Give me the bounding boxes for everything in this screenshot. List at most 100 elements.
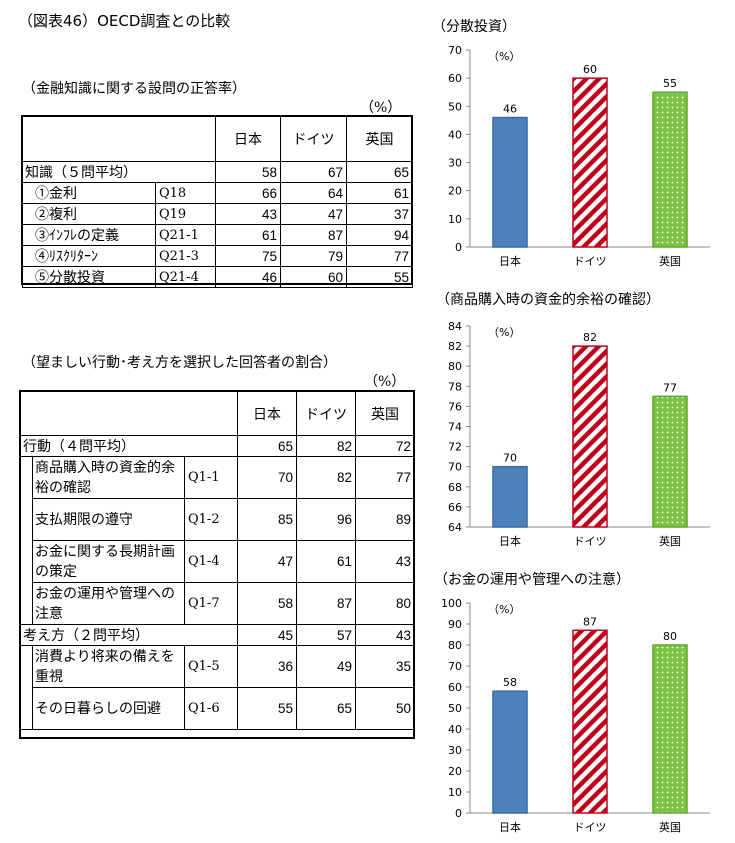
table-row: 支払期限の遵守 Q1-2 85 96 89 [20,498,416,541]
y-tick-label: 50 [448,100,462,113]
row-label: ④ﾘｽｸﾘﾀｰﾝ [22,245,156,267]
y-tick-label: 84 [448,320,462,333]
table-row: その日暮らしの回避 Q1-6 55 65 50 [20,687,416,730]
table1-summary-row: 知識（５問平均） 58 67 65 [22,161,413,183]
table-cell: 35 [355,645,416,688]
y-tick-label: 40 [448,128,462,141]
table1-unit: （%） [360,100,402,116]
y-tick-label: 74 [448,421,462,434]
knowledge-table: 日本 ドイツ 英国 知識（５問平均） 58 67 65 ①金利 Q18 66 6… [22,116,413,288]
y-tick-label: 100 [441,597,462,610]
row-code: Q1-5 [183,645,239,688]
table2-header-row: 日本 ドイツ 英国 [19,391,416,436]
y-tick-label: 70 [448,660,462,673]
data-label: 70 [503,452,517,465]
data-label: 82 [583,331,597,344]
table-cell: 46 [215,266,281,288]
bar [572,629,608,814]
table1-corner [22,116,216,162]
table-row: 消費より将来の備えを重視 Q1-5 36 49 35 [20,645,416,688]
row-label: 消費より将来の備えを重視 [32,645,185,688]
row-label: その日暮らしの回避 [32,687,185,730]
y-tick-label: 60 [448,72,462,85]
table-cell: 43 [215,203,281,225]
table-cell: 65 [296,687,357,730]
table2-group-row: 行動（４問平均） 65 82 72 [19,435,416,457]
table-row: ④ﾘｽｸﾘﾀｰﾝ Q21-3 75 79 77 [22,245,413,267]
y-tick-label: 82 [448,340,462,353]
y-tick-label: 10 [448,213,462,226]
row-label: 知識（５問平均） [22,161,216,183]
bar [572,77,608,248]
y-tick-label: 78 [448,380,462,393]
table-cell: 82 [296,456,357,499]
y-tick-label: 20 [448,185,462,198]
table-cell: 43 [355,540,416,583]
bar [572,345,608,528]
row-code: Q1-1 [183,456,239,499]
chart-funds-check: 64 66 68 70 72 74 76 78 80 82 84 （%） 70 日本 82 ドイツ 77 英国 [448,320,710,548]
row-label: ⑤分散投資 [22,266,156,288]
page-title: （図表46）OECD調査との比較 [18,12,231,30]
x-tick-label: 英国 [659,534,681,548]
data-label: 46 [503,103,517,116]
table-cell: 77 [355,456,416,499]
y-tick-label: 68 [448,481,462,494]
unit-label: （%） [488,326,520,339]
bar [652,91,688,248]
table2-unit: （%） [364,374,406,390]
table-cell: 77 [346,245,413,267]
y-tick-label: 50 [448,702,462,715]
chart-money-management: 0 10 20 30 40 50 60 70 80 90 100 （%） 58 日本 87 ドイツ 80 英国 [441,597,710,834]
chart2-title: （商品購入時の資金的余裕の確認） [436,292,660,308]
table2-header: 日本 [237,391,298,436]
y-tick-label: 76 [448,400,462,413]
table-cell: 55 [237,687,298,730]
y-tick-label: 40 [448,723,462,736]
bar [652,644,688,814]
behavior-table: 日本 ドイツ 英国 行動（４問平均） 65 82 72 商品購入時の資金的余裕の… [19,391,416,730]
table1-header-row: 日本 ドイツ 英国 [22,116,413,162]
table-cell: 96 [296,498,357,541]
y-tick-label: 60 [448,681,462,694]
table2-title: （望ましい行動･考え方を選択した回答者の割合） [22,355,337,371]
y-tick-label: 20 [448,765,462,778]
x-tick-label: ドイツ [574,255,607,268]
y-tick-label: 72 [448,441,462,454]
row-label: 支払期限の遵守 [32,498,185,541]
table-row: ⑤分散投資 Q21-4 46 60 55 [22,266,413,288]
bar [652,395,688,528]
table-cell: 36 [237,645,298,688]
bar [492,690,528,814]
x-tick-label: ドイツ [574,535,607,548]
y-tick-label: 90 [448,618,462,631]
table-row: お金に関する長期計画の策定 Q1-4 47 61 43 [20,540,416,583]
table-row: 商品購入時の資金的余裕の確認 Q1-1 70 82 77 [20,456,416,499]
table1-title: （金融知識に関する設問の正答率） [22,81,246,97]
bar [492,116,528,248]
y-tick-label: 66 [448,501,462,514]
chart-distributed-investment: 0 10 20 30 40 50 60 70 （%） 46 日本 60 ドイツ 55 英国 [448,44,710,268]
x-tick-label: 英国 [659,254,681,268]
table2-header: ドイツ [296,391,357,436]
row-label: 商品購入時の資金的余裕の確認 [32,456,185,499]
y-tick-label: 80 [448,360,462,373]
data-label: 55 [663,77,677,90]
y-tick-label: 30 [448,744,462,757]
y-tick-label: 80 [448,639,462,652]
unit-label: （%） [488,603,520,616]
data-label: 87 [583,615,597,628]
y-tick-label: 30 [448,157,462,170]
row-code: Q18 [155,182,216,204]
y-tick-label: 0 [455,241,462,254]
data-label: 60 [583,63,597,76]
y-tick-label: 10 [448,786,462,799]
table-cell: 60 [280,266,347,288]
table-row: ③ｲﾝﾌﾚの定義 Q21-1 61 87 94 [22,224,413,246]
row-code: Q1-6 [183,687,239,730]
chart3-title: （お金の運用や管理への注意） [434,572,630,588]
table-cell: 87 [296,582,357,625]
data-label: 58 [503,676,517,689]
y-tick-label: 0 [455,807,462,820]
